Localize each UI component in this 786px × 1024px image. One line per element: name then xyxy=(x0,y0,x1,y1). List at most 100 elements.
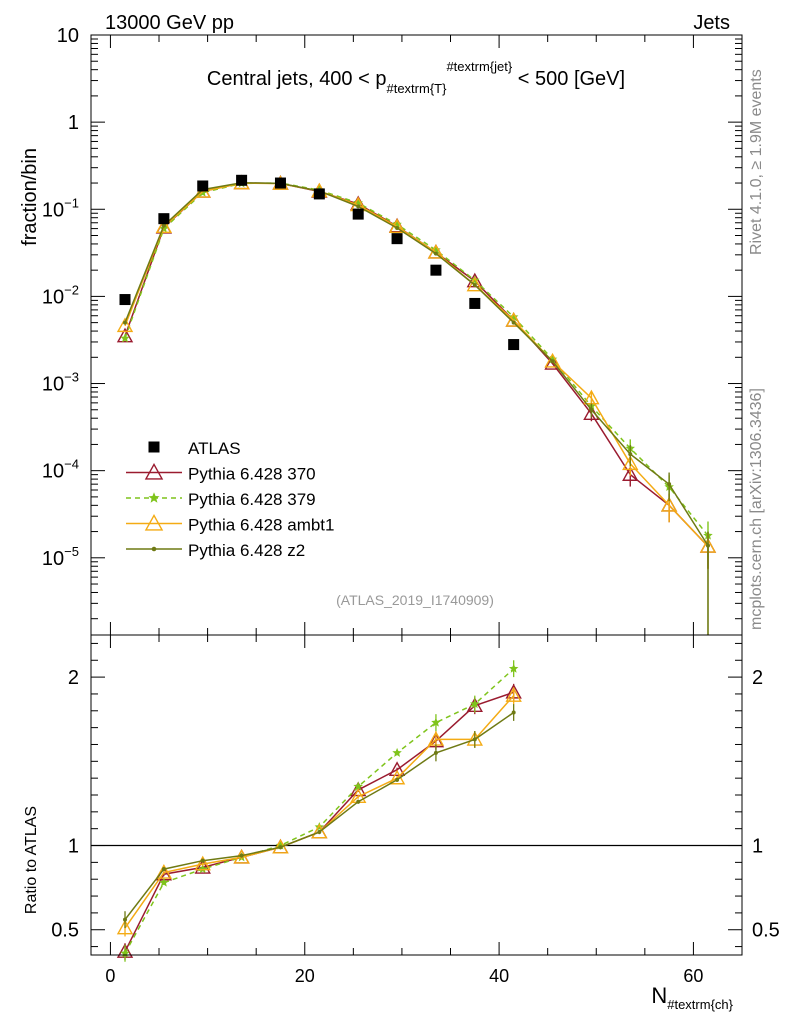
ratio-marker-3 xyxy=(356,799,361,804)
series-marker-3 xyxy=(161,223,166,228)
series-marker-3 xyxy=(356,204,361,209)
series-marker-2 xyxy=(466,276,483,292)
y-tick-label: 10−5 xyxy=(42,544,79,570)
series-marker-3 xyxy=(123,320,128,325)
header-energy-label: 13000 GeV pp xyxy=(105,12,234,34)
ratio-marker-1 xyxy=(353,781,363,791)
series-marker-0 xyxy=(116,327,134,343)
series-marker-0 xyxy=(622,466,639,481)
series-marker-1 xyxy=(470,275,480,285)
plot-title: Central jets, 400 < p#textrm{T}#textrm{j… xyxy=(207,59,625,96)
ratio-marker-1 xyxy=(470,699,480,709)
legend-marker xyxy=(144,463,164,480)
data-point xyxy=(352,208,364,220)
series-line-3 xyxy=(124,181,709,547)
ratio-marker-1 xyxy=(159,877,169,887)
data-point xyxy=(391,233,403,245)
data-point xyxy=(197,180,209,192)
series-marker-3 xyxy=(667,482,672,487)
series-marker-3 xyxy=(395,225,400,230)
ratio-marker-2 xyxy=(505,687,522,702)
y-tick-label: 10−1 xyxy=(42,195,79,221)
ratio-y-tick-label: 0.5 xyxy=(51,920,79,942)
header-jets-label: Jets xyxy=(693,12,730,34)
series-marker-1 xyxy=(120,333,130,343)
ratio-line-3 xyxy=(124,711,515,921)
legend-label: Pythia 6.428 370 xyxy=(188,465,316,484)
legend-label: Pythia 6.428 z2 xyxy=(188,541,305,560)
series-marker-3 xyxy=(628,452,633,457)
x-tick-label: 0 xyxy=(105,966,115,986)
rivet-version-label: Rivet 4.1.0, ≥ 1.9M events xyxy=(748,69,765,255)
data-point xyxy=(469,297,481,309)
ratio-marker-3 xyxy=(278,845,283,850)
series-marker-2 xyxy=(660,496,678,512)
series-marker-3 xyxy=(433,251,438,256)
ratio-marker-0 xyxy=(194,858,211,874)
series-marker-3 xyxy=(589,407,594,412)
ratio-marker-0 xyxy=(388,761,406,777)
y-tick-label: 10 xyxy=(57,25,79,47)
x-tick-label: 20 xyxy=(295,966,315,986)
y-tick-label: 10−4 xyxy=(42,457,79,483)
legend-marker xyxy=(151,546,157,552)
ratio-marker-2 xyxy=(311,823,328,839)
data-point xyxy=(119,294,131,306)
ratio-marker-3 xyxy=(200,858,205,863)
y-tick-label: 1 xyxy=(68,112,79,134)
ratio-y-tick-label-right: 2 xyxy=(752,667,763,689)
legend-label: Pythia 6.428 ambt1 xyxy=(188,516,334,535)
ratio-marker-1 xyxy=(198,864,208,874)
ratio-ylabel: Ratio to ATLAS xyxy=(23,806,40,914)
main-data-marks xyxy=(116,174,717,635)
x-tick-label: 40 xyxy=(489,966,509,986)
ratio-marker-1 xyxy=(275,840,286,850)
y-tick-label: 10−3 xyxy=(42,370,79,396)
series-marker-1 xyxy=(547,354,558,364)
ratio-marker-3 xyxy=(161,867,166,872)
mcplots-label: mcplots.cern.ch [arXiv:1306.3436] xyxy=(748,388,765,630)
ratio-marker-3 xyxy=(433,750,438,755)
ratio-data-marks xyxy=(116,660,522,962)
series-marker-2 xyxy=(544,352,561,368)
data-point xyxy=(236,174,248,186)
ratio-marker-2 xyxy=(116,919,134,935)
main-axes: 10 1 10−1 10−2 10−3 10−4 10−5 xyxy=(42,25,742,635)
series-line-1 xyxy=(124,182,709,537)
ratio-marker-3 xyxy=(395,777,400,782)
series-marker-3 xyxy=(550,359,555,364)
ratio-marker-1 xyxy=(508,663,519,673)
legend-marker-atlas xyxy=(148,441,160,453)
series-marker-2 xyxy=(116,317,134,333)
series-marker-3 xyxy=(472,283,477,288)
ratio-marker-3 xyxy=(317,830,322,835)
y-tick-label: 10−2 xyxy=(42,282,79,308)
x-tick-label: 60 xyxy=(683,966,703,986)
legend-marker xyxy=(148,492,160,503)
series-marker-2 xyxy=(155,218,173,234)
ratio-marker-1 xyxy=(431,717,441,727)
series-marker-1 xyxy=(392,219,402,229)
ratio-axes: 0 20 40 60 0.5 0.5 1 1 2 2 xyxy=(51,635,780,986)
series-marker-1 xyxy=(353,198,363,207)
ratio-y-tick-label-right: 1 xyxy=(752,836,763,858)
ratio-marker-2 xyxy=(194,855,211,871)
ratio-marker-3 xyxy=(472,737,477,742)
data-point xyxy=(430,264,442,276)
legend-label: ATLAS xyxy=(188,439,241,458)
data-point xyxy=(274,177,286,189)
series-marker-3 xyxy=(511,320,516,325)
x-axis-label: N#textrm{ch} xyxy=(651,983,733,1012)
ratio-marker-3 xyxy=(239,853,244,858)
ratio-marker-2 xyxy=(155,864,173,879)
main-ylabel: fraction/bin xyxy=(19,148,41,246)
analysis-id-label: (ATLAS_2019_I1740909) xyxy=(336,592,494,608)
ratio-y-tick-label: 2 xyxy=(68,667,79,689)
series-marker-2 xyxy=(622,455,639,471)
data-point xyxy=(508,339,520,351)
legend-label: Pythia 6.428 379 xyxy=(188,490,316,509)
legend-marker xyxy=(144,514,164,531)
ratio-line-1 xyxy=(124,668,515,954)
ratio-y-tick-label-right: 0.5 xyxy=(752,920,780,942)
legend: ATLAS Pythia 6.428 370 Pythia 6.428 379 Pyt… xyxy=(126,439,334,560)
